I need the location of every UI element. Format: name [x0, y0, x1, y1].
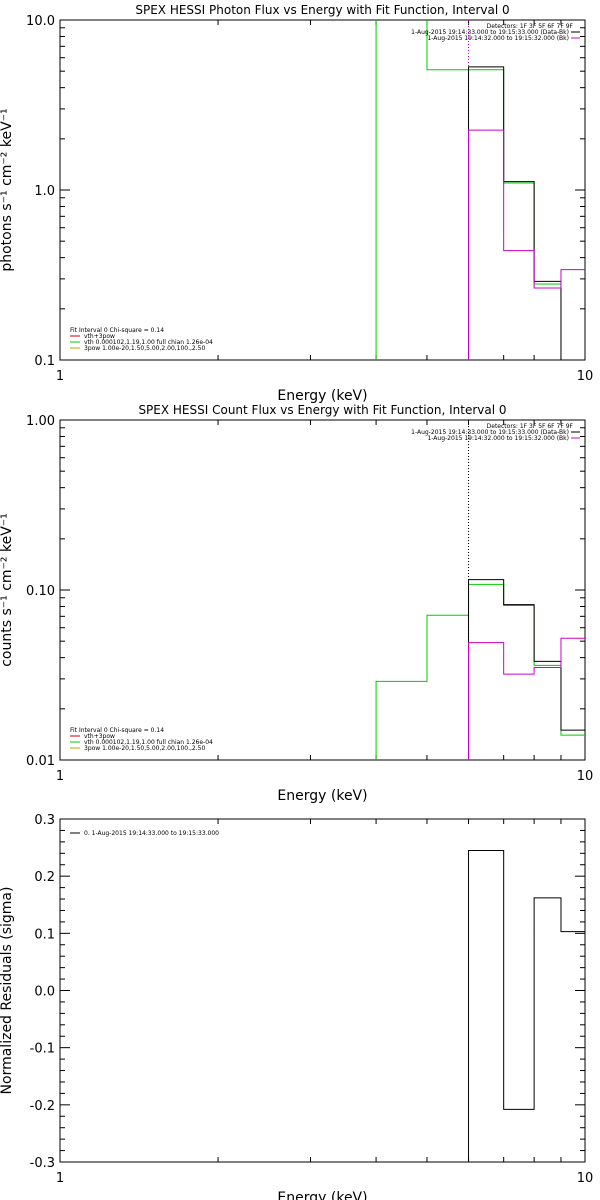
- y-tick-label: 0.1: [34, 927, 55, 942]
- y-axis-label: Normalized Residuals (sigma): [0, 887, 15, 1095]
- y-tick-label: -0.2: [30, 1099, 55, 1114]
- chart-panel-2: 1 10 0.01 0.10 1.00 SPEX HESSI Count Flux vs …: [0, 403, 594, 804]
- x-tick-label: 1: [56, 769, 64, 784]
- plot-frame: [59, 19, 586, 361]
- x-tick-label: 10: [577, 369, 594, 384]
- legend-entry: 1-Aug-2015 19:14:32.000 to 19:15:32.000 …: [427, 435, 569, 442]
- y-tick-label: 0.2: [34, 870, 55, 885]
- y-tick-label: 0.01: [26, 754, 55, 769]
- legend-entry: 0. 1-Aug-2015 19:14:33.000 to 19:15:33.0…: [84, 830, 219, 837]
- chart-title: SPEX HESSI Count Flux vs Energy with Fit…: [138, 403, 506, 417]
- x-tick-label: 1: [56, 369, 64, 384]
- plot-frame: [59, 419, 586, 761]
- legend-entry: vth+3pow: [84, 333, 115, 340]
- y-tick-label: 1.00: [26, 414, 55, 429]
- model-series: [375, 583, 585, 760]
- x-tick-label: 1: [56, 1171, 64, 1186]
- y-tick-label: 10.0: [26, 14, 55, 29]
- x-axis-label: Energy (keV): [277, 1190, 367, 1200]
- y-tick-label: 0.1: [34, 354, 55, 369]
- data-series: [468, 849, 585, 1162]
- y-tick-label: -0.3: [30, 1156, 55, 1171]
- model-series: [375, 20, 562, 360]
- data-series: [468, 579, 585, 760]
- x-tick-label: 10: [577, 769, 594, 784]
- y-axis-label: counts s⁻¹ cm⁻² keV⁻¹: [0, 513, 15, 667]
- chart-panel-3: 1 10 -0.3 -0.2 -0.1 0.0 0.1 0.2 0.3 Energy (keV) N…: [0, 813, 593, 1200]
- fit-legend-header: Fit Interval 0 Chi-square = 0.14: [70, 727, 164, 734]
- legend-entry: 1-Aug-2015 19:14:33.000 to 19:15:33.000 …: [411, 29, 569, 36]
- y-axis-label: photons s⁻¹ cm⁻² keV⁻¹: [0, 108, 15, 271]
- legend-entry: vth+3pow: [84, 733, 115, 740]
- legend-entry: vth 0.000102,1.19,1.00 full chian 1.26e-…: [84, 739, 213, 746]
- detectors-legend-header: Detectors: 1F 3F 5F 6F 7F 9F: [487, 23, 574, 30]
- x-tick-label: 10: [577, 1171, 594, 1186]
- background-series: [468, 637, 585, 760]
- y-tick-label: -0.1: [30, 1042, 55, 1057]
- legend-entry: vth 0.000102,1.19,1.00 full chian 1.26e-…: [84, 339, 213, 346]
- legend-entry: 3pow 1.00e-20,1.50,5.00,2.00,100.,2.50: [84, 345, 205, 352]
- y-tick-label: 1.0: [34, 184, 55, 199]
- legend-entry: 1-Aug-2015 19:14:33.000 to 19:15:33.000 …: [411, 429, 569, 436]
- plot-frame: [59, 818, 586, 1163]
- chart-panel-1: 1 10 0.1 1.0 10.0 SPEX HESSI Photon Flux vs E…: [0, 3, 594, 404]
- x-axis-label: Energy (keV): [277, 788, 367, 804]
- legend-entry: 1-Aug-2015 19:14:32.000 to 19:15:32.000 …: [427, 35, 569, 42]
- y-tick-label: 0.10: [26, 584, 55, 599]
- background-series: [468, 129, 585, 360]
- data-series: [468, 66, 562, 360]
- x-axis-label: Energy (keV): [277, 388, 367, 404]
- chart-title: SPEX HESSI Photon Flux vs Energy with Fi…: [135, 3, 509, 17]
- detectors-legend-header: Detectors: 1F 3F 5F 6F 7F 9F: [487, 423, 574, 430]
- legend-entry: 3pow 1.00e-20,1.50,5.00,2.00,100.,2.50: [84, 745, 205, 752]
- y-tick-label: 0.0: [34, 985, 55, 1000]
- fit-legend-header: Fit Interval 0 Chi-square = 0.14: [70, 327, 164, 334]
- y-tick-label: 0.3: [34, 813, 55, 828]
